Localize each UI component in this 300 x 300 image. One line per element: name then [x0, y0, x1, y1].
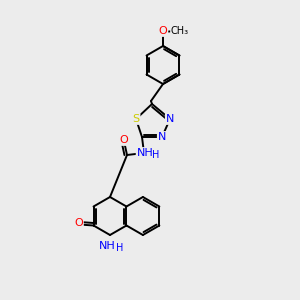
Text: O: O	[74, 218, 83, 229]
Text: N: N	[158, 132, 166, 142]
Text: NH: NH	[99, 241, 116, 251]
Text: S: S	[132, 114, 140, 124]
Text: O: O	[159, 26, 167, 36]
Text: H: H	[116, 243, 124, 253]
Text: H: H	[152, 150, 160, 160]
Text: N: N	[166, 114, 174, 124]
Text: CH₃: CH₃	[171, 26, 189, 36]
Text: NH: NH	[136, 148, 153, 158]
Text: O: O	[120, 135, 128, 145]
